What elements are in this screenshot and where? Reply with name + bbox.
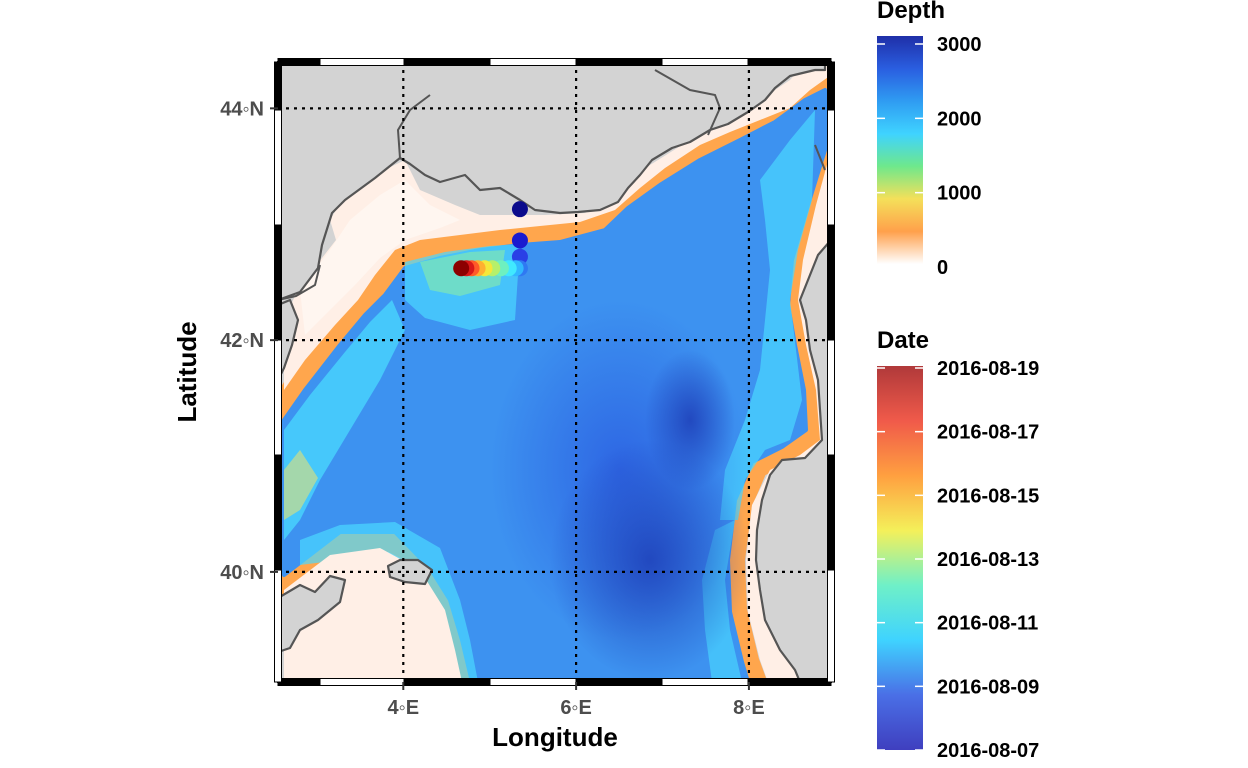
x-axis-title: Longitude <box>492 722 618 752</box>
track-point <box>511 232 528 249</box>
frame-segment <box>827 454 835 571</box>
date-tick-label: 2016-08-15 <box>937 485 1039 507</box>
frame-segment <box>747 58 832 66</box>
date-tick-label: 2016-08-07 <box>937 740 1039 762</box>
frame-segment <box>489 58 577 66</box>
frame-segment <box>575 58 663 66</box>
map-frame <box>274 58 835 686</box>
frame-segment <box>661 678 749 686</box>
depth-tick-label: 0 <box>937 257 948 279</box>
x-tick-label: 6◦E <box>560 697 592 719</box>
land-mallorca <box>278 574 347 654</box>
track-point <box>453 260 470 277</box>
frame-segment <box>274 109 282 226</box>
date-tick-label: 2016-08-09 <box>937 676 1039 698</box>
frame-segment <box>277 678 321 686</box>
frame-segment <box>827 224 835 341</box>
map-panel <box>278 62 831 682</box>
frame-segment <box>575 678 663 686</box>
nearshore-gulf <box>300 180 460 335</box>
x-tick-label: 4◦E <box>388 697 420 719</box>
frame-segment <box>827 61 835 111</box>
frame-segment <box>274 454 282 571</box>
y-tick-label: 40◦N <box>220 562 264 584</box>
frame-segment <box>827 569 835 683</box>
frame-segment <box>747 678 832 686</box>
depth-legend-title: Depth <box>877 0 945 24</box>
date-tick-label: 2016-08-13 <box>937 549 1039 571</box>
y-axis-ticks: 40◦N 42◦N 44◦N <box>220 98 278 584</box>
date-tick-label: 2016-08-17 <box>937 422 1039 444</box>
date-tick-label: 2016-08-19 <box>937 358 1039 380</box>
frame-segment <box>827 109 835 226</box>
track-points <box>453 201 528 277</box>
nearshore-north <box>284 62 831 390</box>
frame-segment <box>319 678 405 686</box>
cyan-fringe-east <box>720 110 815 520</box>
land-france <box>278 62 827 302</box>
frame-segment <box>489 678 577 686</box>
y-tick-label: 42◦N <box>220 330 264 352</box>
date-legend-title: Date <box>877 327 929 354</box>
frame-segment <box>403 58 491 66</box>
frame-segment <box>274 569 282 683</box>
frame-segment <box>827 339 835 456</box>
yellow-fringe-west <box>284 450 318 520</box>
depth-colorbar <box>877 36 923 264</box>
y-tick-label: 44◦N <box>220 98 264 120</box>
deep-basin-south <box>550 440 750 680</box>
date-tick-label: 2016-08-11 <box>937 613 1038 635</box>
frame-segment <box>277 58 321 66</box>
date-legend: Date 2016-08-072016-08-092016-08-112016-… <box>877 327 1039 762</box>
frame-segment <box>274 224 282 341</box>
date-colorbar <box>877 366 923 750</box>
frame-segment <box>403 678 491 686</box>
depth-legend: Depth 0 1000 2000 3000 <box>877 0 982 279</box>
depth-tick-label: 3000 <box>937 34 982 56</box>
frame-segment <box>274 61 282 111</box>
deep-basin-ridge <box>645 350 735 490</box>
frame-segment <box>661 58 749 66</box>
x-axis-ticks: 4◦E 6◦E 8◦E <box>388 682 765 719</box>
frame-segment <box>274 339 282 456</box>
depth-legend-ticks: 0 1000 2000 3000 <box>877 34 982 279</box>
depth-tick-label: 1000 <box>937 183 982 205</box>
date-legend-ticks: 2016-08-07 2016-08-09 2016-08-11 2016-08-13… <box>877 358 1039 762</box>
x-tick-label: 8◦E <box>733 697 765 719</box>
depth-tick-label: 2000 <box>937 108 982 130</box>
frame-segment <box>319 58 405 66</box>
y-axis-title: Latitude <box>172 321 202 422</box>
track-point <box>511 201 528 218</box>
